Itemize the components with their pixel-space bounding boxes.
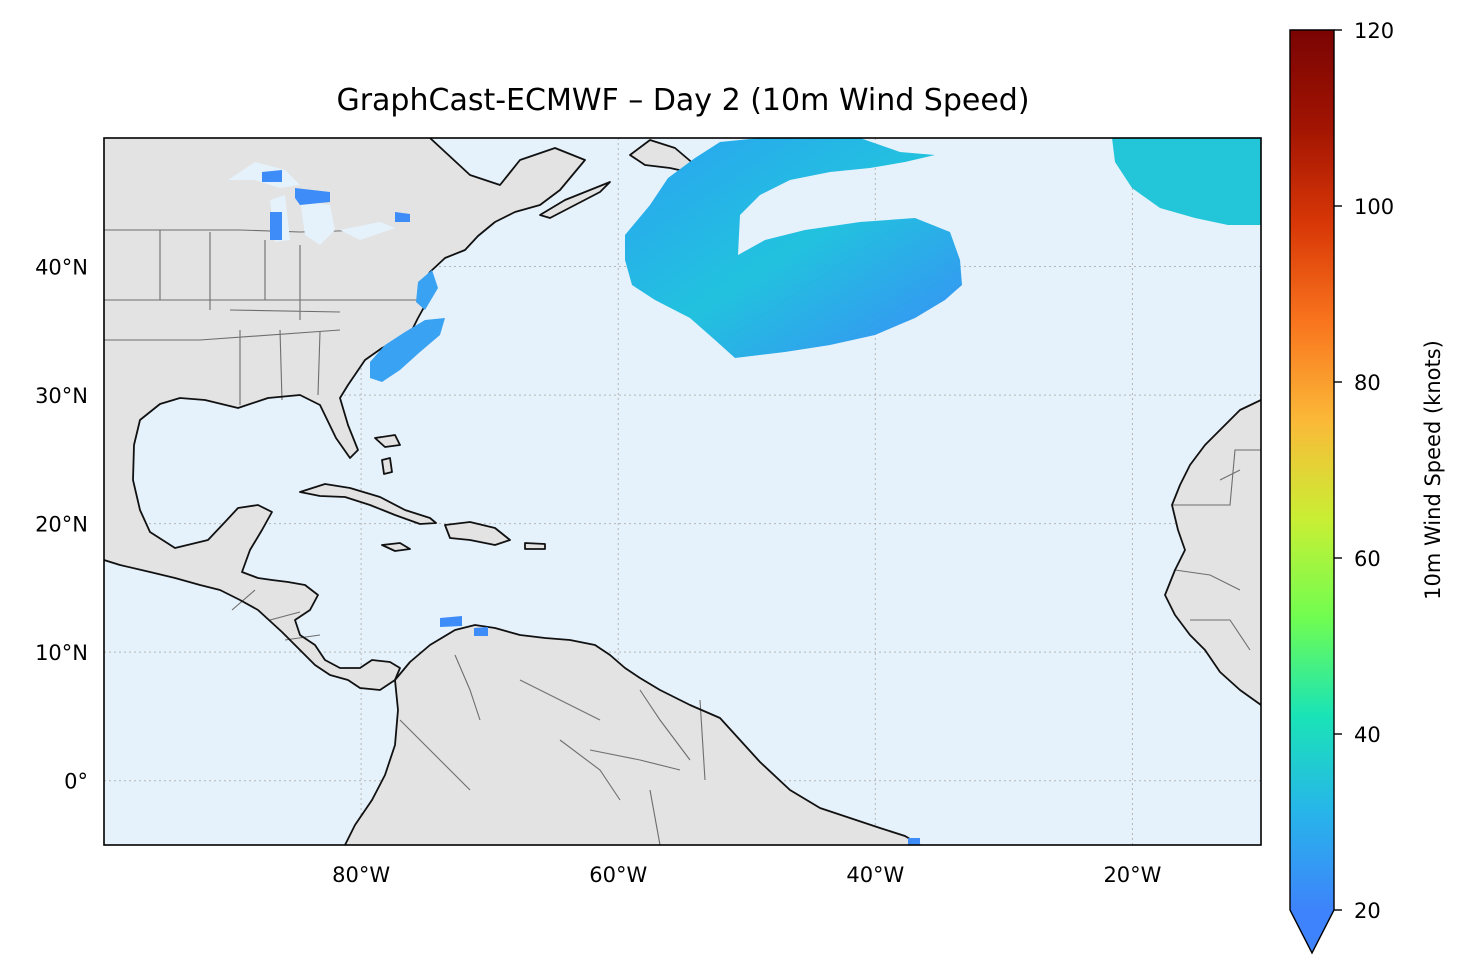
lat-tick-label: 40°N — [35, 256, 88, 280]
lon-tick-label: 20°W — [1103, 863, 1161, 887]
lat-tick-label: 10°N — [35, 641, 88, 665]
longitude-ticks: 80°W 60°W 40°W 20°W — [332, 863, 1162, 887]
lon-tick-label: 60°W — [589, 863, 647, 887]
nova-scotia-land — [540, 182, 610, 218]
lon-tick-label: 40°W — [846, 863, 904, 887]
coastlines — [104, 138, 1261, 845]
map-area: 80°W 60°W 40°W 20°W 40°N 30°N 20°N 10°N 0° — [35, 137, 1262, 887]
colorbar-tick-label: 60 — [1354, 547, 1381, 571]
south-america-land — [345, 625, 920, 845]
wind-region-us-east-coast-band — [370, 318, 445, 382]
wind-region-nj-coast — [416, 270, 438, 310]
wind-region-north-atlantic-swirl — [625, 138, 962, 358]
colorbar-extend-triangle — [1290, 910, 1334, 953]
africa-land — [1165, 400, 1261, 705]
colorbar-label: 10m Wind Speed (knots) — [1421, 340, 1445, 600]
colorbar-gradient — [1290, 30, 1334, 910]
colorbar-tick-label: 40 — [1354, 723, 1381, 747]
wind-speed-shading — [262, 138, 1261, 845]
lon-tick-label: 80°W — [332, 863, 390, 887]
colorbar-tick-label: 20 — [1354, 899, 1381, 923]
colorbar-tick-label: 120 — [1354, 19, 1394, 43]
colorbar-ticks: 20 40 60 80 100 120 — [1334, 19, 1394, 923]
colorbar: 20 40 60 80 100 120 10m Wind Speed (knots) — [1289, 19, 1445, 955]
wind-region-northeast-corner — [1112, 138, 1261, 225]
colorbar-outline — [1289, 29, 1335, 955]
lat-tick-label: 0° — [64, 770, 88, 794]
chart-title: GraphCast-ECMWF – Day 2 (10m Wind Speed) — [336, 83, 1029, 118]
colorbar-tick-label: 100 — [1354, 195, 1394, 219]
colorbar-tick-label: 80 — [1354, 371, 1381, 395]
lat-tick-label: 30°N — [35, 384, 88, 408]
wind-region-great-lakes-patches — [262, 170, 410, 240]
lat-tick-label: 20°N — [35, 513, 88, 537]
political-borders — [104, 229, 1261, 845]
map-frame — [103, 137, 1262, 846]
bahamas-land — [375, 435, 400, 474]
latitude-ticks: 40°N 30°N 20°N 10°N 0° — [35, 256, 88, 794]
